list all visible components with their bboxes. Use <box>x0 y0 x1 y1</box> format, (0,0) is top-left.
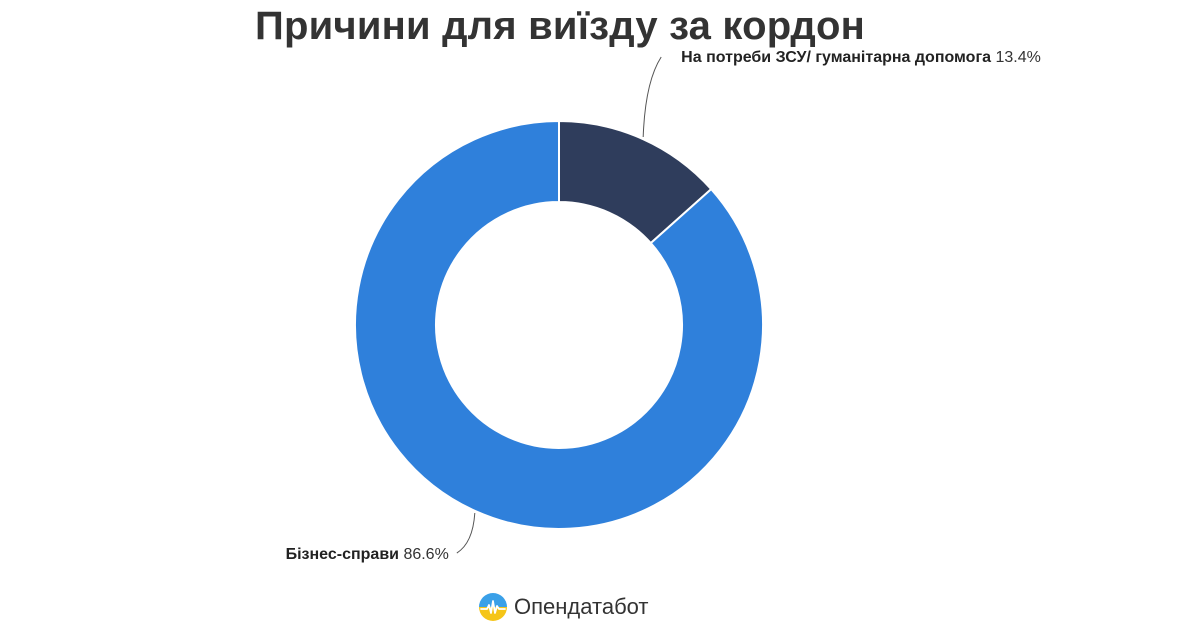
brand-name: Опендатабот <box>514 594 649 619</box>
brand: Опендатабот <box>478 590 649 624</box>
donut-slices <box>354 119 764 530</box>
donut-slice[interactable] <box>354 119 764 530</box>
leader-line <box>642 56 662 138</box>
leader-lines <box>456 56 662 554</box>
slice-label-name: На потреби ЗСУ/ гуманітарна допомога <box>681 49 995 66</box>
leader-line <box>456 512 476 554</box>
opendatabot-logo-icon <box>479 593 507 621</box>
chart-title: Причини для виїзду за кордон <box>255 4 865 48</box>
slice-labels: На потреби ЗСУ/ гуманітарна допомога 13.… <box>286 49 1041 563</box>
slice-label-value: 13.4% <box>995 49 1040 66</box>
slice-label-value: 86.6% <box>403 546 448 563</box>
slice-label: На потреби ЗСУ/ гуманітарна допомога 13.… <box>681 49 1041 66</box>
slice-label-name: Бізнес-справи <box>286 546 404 563</box>
slice-label: Бізнес-справи 86.6% <box>286 546 449 563</box>
